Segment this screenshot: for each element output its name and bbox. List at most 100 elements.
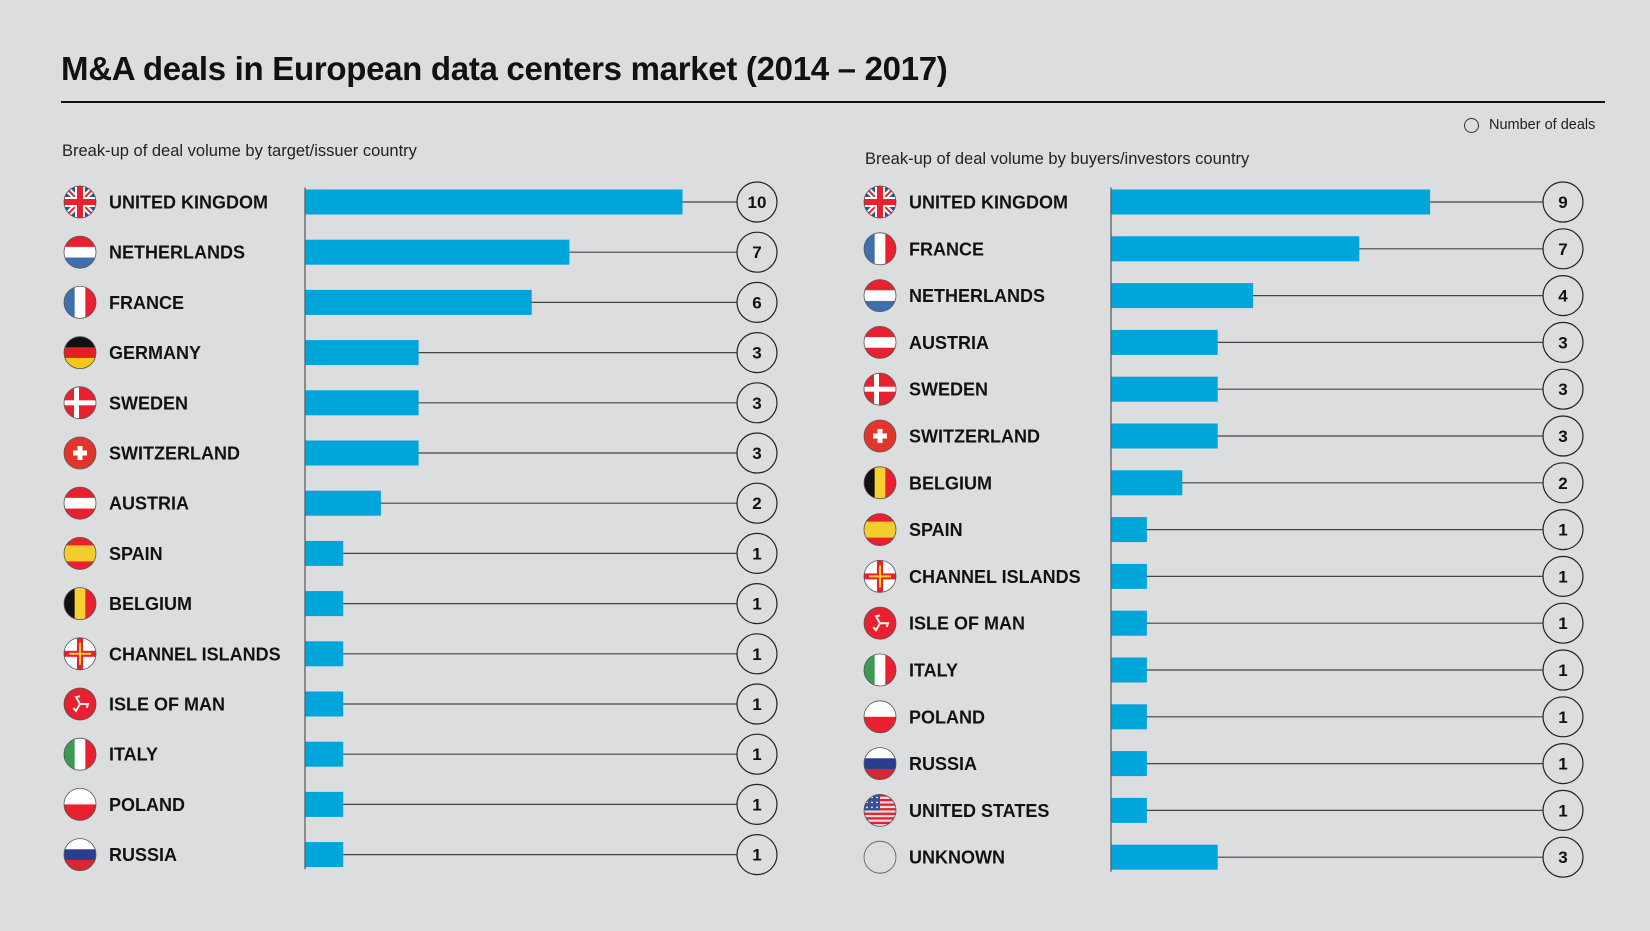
- bar: [1111, 563, 1147, 589]
- value-circle: [1542, 415, 1584, 457]
- bar-row: ISLE OF MAN 1: [63, 683, 778, 725]
- flag-fr-icon: [864, 232, 896, 265]
- data-label: 3: [1558, 380, 1567, 399]
- flag-nl-icon: [64, 236, 96, 269]
- data-label: 1: [752, 795, 761, 814]
- data-label: 2: [752, 494, 761, 513]
- category-label: CHANNEL ISLANDS: [909, 567, 1081, 587]
- bar: [305, 641, 344, 667]
- flag-de-icon: [64, 336, 96, 369]
- data-label: 6: [752, 293, 761, 312]
- bar: [1111, 844, 1218, 870]
- flag-outline: [863, 747, 897, 780]
- flag-outline: [863, 513, 897, 546]
- category-label: UNITED KINGDOM: [109, 193, 268, 213]
- flag-at-icon: [64, 487, 96, 520]
- bar: [1111, 704, 1147, 730]
- category-label: POLAND: [109, 795, 185, 815]
- value-circle: [736, 382, 778, 424]
- category-label: GERMANY: [109, 343, 201, 363]
- data-label: 1: [752, 695, 761, 714]
- category-label: RUSSIA: [909, 754, 977, 774]
- bar-row: SWITZERLAND 3: [863, 415, 1584, 457]
- bar-row: ISLE OF MAN 1: [863, 602, 1584, 644]
- bar: [1111, 423, 1218, 449]
- value-circle: [736, 482, 778, 524]
- flag-outline: [863, 840, 897, 874]
- bar: [305, 239, 570, 265]
- flag-be-icon: [64, 587, 96, 620]
- flag-dk-icon: [64, 386, 96, 419]
- buyer-country-chart: UNITED KINGDOM 9 FRANCE 7 NETHERLANDS 4 AUSTRI…: [863, 181, 1584, 878]
- bar: [305, 842, 344, 868]
- flag-im-icon: [64, 688, 96, 720]
- flag-outline: [63, 838, 97, 871]
- flag-at-icon: [864, 326, 896, 359]
- flag-pl-icon: [864, 700, 896, 733]
- data-label: 1: [752, 645, 761, 664]
- flag-gg-icon: [64, 637, 96, 670]
- left-chart-title: Break-up of deal volume by target/issuer…: [62, 142, 417, 160]
- flag-outline: [63, 436, 97, 470]
- flag-outline: [863, 279, 897, 313]
- bar: [305, 741, 344, 767]
- value-circle: [736, 231, 778, 273]
- bar: [1111, 657, 1147, 683]
- category-label: FRANCE: [109, 293, 184, 313]
- value-circle: [736, 633, 778, 675]
- category-label: SWEDEN: [109, 393, 188, 413]
- flag-outline: [63, 737, 97, 771]
- data-label: 1: [1558, 521, 1567, 540]
- flag-be-icon: [864, 466, 896, 499]
- value-circle: [1542, 696, 1584, 738]
- bar: [1111, 376, 1218, 402]
- bar-row: SWITZERLAND 3: [63, 432, 778, 474]
- flag-it-icon: [864, 654, 896, 686]
- category-label: SPAIN: [109, 544, 163, 564]
- flag-es-icon: [864, 513, 896, 546]
- flag-ch-icon: [864, 420, 896, 452]
- flag-outline: [863, 419, 897, 453]
- flag-outline: [63, 185, 97, 219]
- flag-es-icon: [64, 537, 96, 570]
- category-label: ITALY: [109, 745, 158, 765]
- category-label: BELGIUM: [109, 594, 192, 614]
- bar: [1111, 470, 1183, 496]
- category-label: BELGIUM: [909, 473, 992, 493]
- data-label: 1: [1558, 801, 1567, 820]
- value-circle: [1542, 789, 1584, 832]
- value-circle: [1542, 742, 1584, 785]
- bar: [1111, 797, 1147, 823]
- right-chart-title: Break-up of deal volume by buyers/invest…: [865, 150, 1250, 168]
- bar-row: SPAIN 1: [63, 532, 778, 575]
- flag-outline: [63, 285, 97, 319]
- value-circle: [736, 181, 778, 223]
- category-label: AUSTRIA: [909, 333, 989, 353]
- data-label: 9: [1558, 193, 1567, 212]
- value-circle: [736, 733, 778, 775]
- category-label: SWITZERLAND: [109, 444, 240, 464]
- target-country-chart: UNITED KINGDOM 10 NETHERLANDS 7 FRANCE 6 GERMA…: [63, 181, 778, 876]
- flag-outline: [863, 794, 897, 827]
- flag-ch-icon: [64, 437, 96, 469]
- category-label: RUSSIA: [109, 845, 177, 865]
- bar-row: FRANCE 7: [863, 228, 1584, 270]
- legend: Number of deals: [1464, 117, 1595, 133]
- flag-outline: [863, 606, 897, 640]
- bar-row: SPAIN 1: [863, 508, 1584, 551]
- data-label: 1: [1558, 708, 1567, 727]
- value-circle: [1542, 602, 1584, 644]
- value-circle: [1542, 462, 1584, 504]
- value-circle: [736, 582, 778, 625]
- bar: [1111, 517, 1147, 543]
- bar: [1111, 610, 1147, 636]
- value-circle: [1542, 368, 1584, 410]
- flag-outline: [63, 336, 97, 370]
- data-label: 7: [752, 243, 761, 262]
- page-title: M&A deals in European data centers marke…: [61, 50, 948, 87]
- title-divider: [61, 101, 1605, 103]
- flag-outline: [63, 788, 97, 821]
- data-label: 1: [1558, 755, 1567, 774]
- legend-label: Number of deals: [1489, 117, 1596, 133]
- category-label: UNKNOWN: [909, 848, 1005, 868]
